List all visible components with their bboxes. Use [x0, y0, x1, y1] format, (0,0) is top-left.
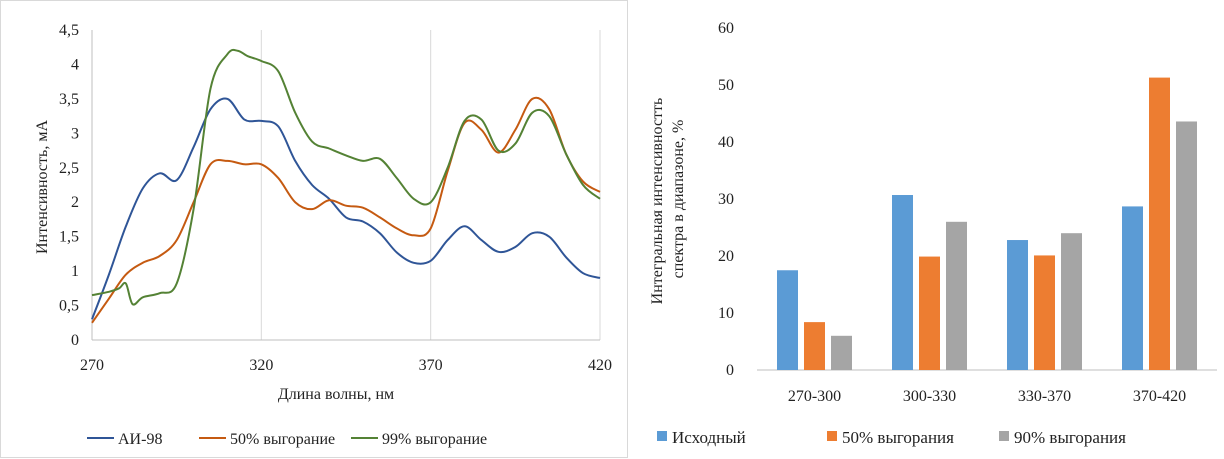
line-chart-y-tick-label: 3 — [71, 125, 79, 142]
bar-chart-x-tick-label: 270-300 — [788, 388, 841, 405]
line-chart-axes — [91, 30, 600, 341]
legend-label: АИ-98 — [118, 431, 162, 448]
legend-swatch — [999, 431, 1009, 441]
bar-2-1 — [892, 195, 913, 370]
bar-3-3 — [1061, 233, 1082, 370]
bar-chart-y-ticks: 0 10 20 30 40 50 60 — [718, 20, 734, 379]
line-chart-y-tick-label: 3,5 — [59, 91, 79, 108]
bar-chart-y-tick-label: 40 — [718, 134, 734, 151]
line-chart-y-tick-label: 1,5 — [59, 229, 79, 246]
line-chart-y-tick-label: 2,5 — [59, 160, 79, 177]
bar-2-3 — [946, 221, 967, 370]
line-series-3 — [91, 48, 601, 306]
line-chart-panel: 0 0,5 1 1,5 2 2,5 3 3,5 4 4,5 270 320 370 420 Длина … — [0, 0, 628, 458]
line-chart-x-tick-label: 320 — [249, 357, 273, 374]
bar-chart-x-tick-label: 370-420 — [1133, 388, 1186, 405]
bar-3-2 — [1034, 255, 1055, 370]
line-chart-y-ticks: 0 0,5 1 1,5 2 2,5 3 3,5 4 4,5 — [59, 22, 79, 349]
line-chart-x-ticks: 270 320 370 420 — [80, 357, 612, 374]
line-chart-y-tick-label: 4,5 — [59, 22, 79, 39]
line-chart-y-tick-label: 0,5 — [59, 298, 79, 315]
bar-chart-x-ticks: 270-300 300-330 330-370 370-420 — [788, 388, 1186, 405]
bar-chart-y-axis-label-line-1: Интегральная интенсивностть — [649, 98, 666, 305]
line-chart: 0 0,5 1 1,5 2 2,5 3 3,5 4 4,5 270 320 370 420 Длина … — [34, 22, 612, 448]
line-chart-x-axis-label: Длина волны, нм — [278, 386, 394, 403]
line-series-1 — [91, 97, 601, 320]
line-chart-x-tick-label: 420 — [588, 357, 612, 374]
bar-1-2 — [804, 322, 825, 370]
bar-chart: 0 10 20 30 40 50 60 270-300 300-330 330-370 370-4… — [649, 20, 1217, 447]
line-chart-y-tick-label: 4 — [71, 56, 79, 73]
legend-label: 90% выгорания — [1014, 428, 1126, 447]
line-chart-legend: АИ-98 50% выгорание 99% выгорание — [87, 431, 487, 448]
bar-4-1 — [1122, 206, 1143, 370]
bar-chart-y-tick-label: 20 — [718, 248, 734, 265]
legend-label: 50% выгорания — [842, 428, 954, 447]
line-chart-series — [91, 48, 601, 324]
bar-chart-y-axis-label-line-2: спектра в диапазоне, % — [670, 120, 687, 279]
bar-1-3 — [831, 335, 852, 370]
bar-chart-y-tick-label: 0 — [726, 362, 734, 379]
bar-2-2 — [919, 256, 940, 370]
legend-swatch — [827, 431, 837, 441]
bar-chart-legend: Исходный 50% выгорания 90% выгорания — [657, 428, 1126, 447]
line-chart-y-tick-label: 1 — [71, 263, 79, 280]
line-chart-x-tick-label: 370 — [419, 357, 443, 374]
bar-chart-y-axis-label: Интегральная интенсивностть спектра в ди… — [649, 94, 687, 305]
bar-chart-y-tick-label: 30 — [718, 191, 734, 208]
legend-label: 99% выгорание — [382, 431, 487, 448]
bar-chart-y-tick-label: 10 — [718, 305, 734, 322]
legend-label: 50% выгорание — [230, 431, 335, 448]
line-chart-y-axis-label: Интенсивность, мА — [34, 120, 51, 254]
bar-3-1 — [1007, 240, 1028, 370]
legend-label: Исходный — [672, 428, 746, 447]
bar-chart-x-tick-label: 300-330 — [903, 388, 956, 405]
line-chart-grid — [260, 30, 601, 340]
line-series-2 — [91, 96, 601, 324]
bar-1-1 — [777, 270, 798, 370]
bar-chart-y-tick-label: 60 — [718, 20, 734, 37]
line-chart-y-tick-label: 2 — [71, 194, 79, 211]
line-chart-x-tick-label: 270 — [80, 357, 104, 374]
line-chart-y-tick-label: 0 — [71, 332, 79, 349]
bar-4-3 — [1176, 121, 1197, 370]
bar-chart-x-tick-label: 330-370 — [1018, 388, 1071, 405]
bar-4-2 — [1149, 77, 1170, 370]
bar-chart-panel: 0 10 20 30 40 50 60 270-300 300-330 330-370 370-4… — [632, 0, 1224, 458]
bar-chart-y-tick-label: 50 — [718, 77, 734, 94]
legend-swatch — [657, 431, 667, 441]
bar-chart-bars — [777, 77, 1197, 370]
